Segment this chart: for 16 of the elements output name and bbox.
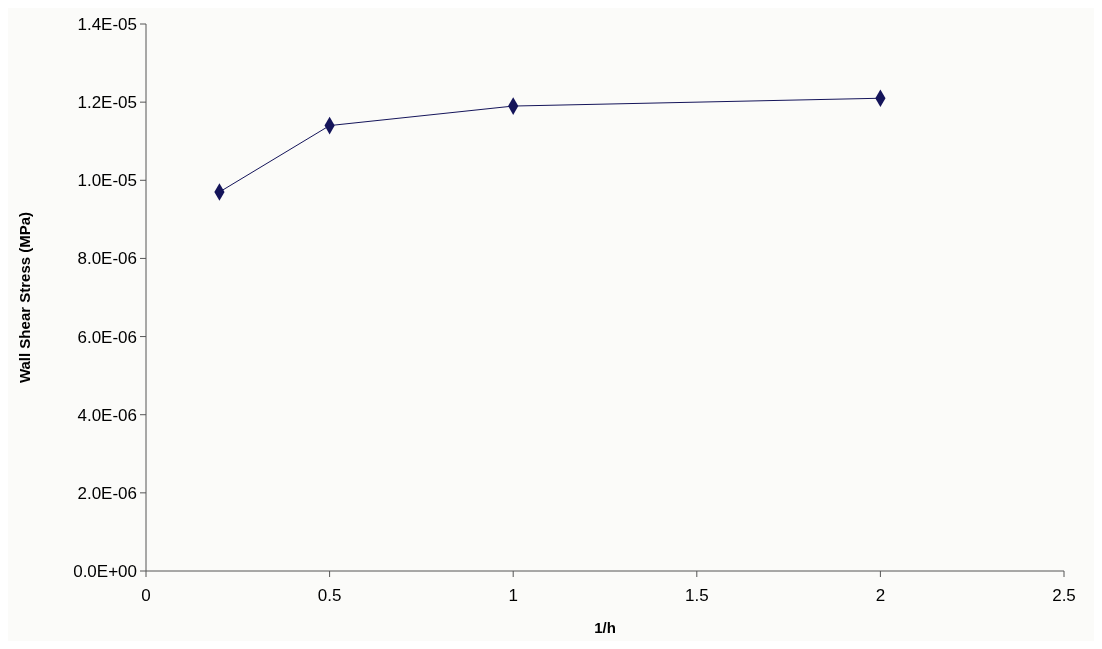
y-tick-label: 1.2E-05 — [77, 93, 137, 113]
x-tick-label: 1.5 — [684, 586, 709, 605]
y-axis-title: Wall Shear Stress (MPa) — [16, 211, 33, 384]
x-tick-label: 1 — [508, 586, 518, 605]
y-tick-label: 8.0E-06 — [77, 249, 137, 269]
y-tick-label: 4.0E-06 — [77, 405, 137, 425]
x-tick-label: 0 — [141, 586, 151, 605]
y-tick-label: 6.0E-06 — [77, 327, 137, 347]
x-axis-title: 1/h — [594, 619, 616, 636]
y-tick-label: 1.4E-05 — [77, 14, 137, 34]
x-tick-label: 2 — [875, 586, 886, 605]
y-tick-label: 1.0E-05 — [77, 171, 137, 191]
y-tick-label: 0.0E+00 — [73, 561, 137, 581]
x-tick-label: 2.5 — [1052, 586, 1076, 605]
x-tick-label: 0.5 — [317, 586, 342, 605]
y-tick-label: 2.0E-06 — [77, 483, 137, 503]
